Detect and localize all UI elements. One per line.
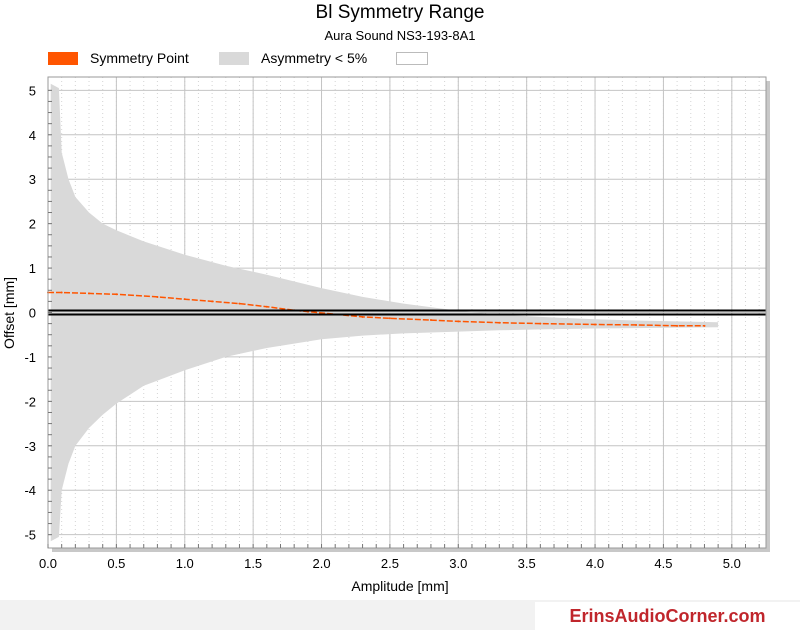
x-tick-labels: 0.0 0.5 1.0 1.5 2.0 2.5 3.0 3.5 4.0 4.5 5.0 xyxy=(39,556,741,571)
y-axis-label: Offset [mm] xyxy=(1,277,17,349)
symmetry-point-marker xyxy=(703,324,706,327)
symmetry-point-marker xyxy=(539,322,542,325)
axes-layer xyxy=(47,76,767,549)
y-tick-label: 3 xyxy=(29,172,36,187)
symmetry-point-marker xyxy=(183,298,186,301)
x-tick-label: 1.5 xyxy=(244,556,262,571)
x-tick-label: 4.5 xyxy=(654,556,672,571)
legend-swatch-extra xyxy=(396,51,428,65)
x-tick-label: 0.0 xyxy=(39,556,57,571)
x-tick-label: 2.5 xyxy=(381,556,399,571)
chart-svg: 0.0 0.5 1.0 1.5 2.0 2.5 3.0 3.5 4.0 4.5 5.0 5 4 3 2 1 0… xyxy=(1,76,770,594)
symmetry-point-marker xyxy=(361,315,364,318)
symmetry-point-marker xyxy=(156,295,159,298)
chart-subtitle: Aura Sound NS3-193-8A1 xyxy=(324,28,476,43)
y-tick-label: 2 xyxy=(29,217,36,232)
symmetry-point-marker xyxy=(635,323,638,326)
asymmetry-band-layer xyxy=(50,83,719,542)
x-tick-label: 1.0 xyxy=(176,556,194,571)
symmetry-point-marker xyxy=(457,320,460,323)
symmetry-point-marker xyxy=(88,292,91,295)
symmetry-point-marker xyxy=(594,323,597,326)
symmetry-point-marker xyxy=(60,291,63,294)
y-tick-label: -2 xyxy=(24,394,36,409)
y-tick-label: 4 xyxy=(29,128,36,143)
legend-label-symmetry-point: Symmetry Point xyxy=(90,50,189,66)
y-tick-label: -4 xyxy=(24,483,36,498)
x-tick-label: 5.0 xyxy=(723,556,741,571)
legend-item-asymmetry: Asymmetry < 5% xyxy=(219,50,367,66)
x-tick-label: 0.5 xyxy=(107,556,125,571)
symmetry-point-layer xyxy=(47,291,706,327)
y-tick-label: 0 xyxy=(29,306,36,321)
symmetry-point-marker xyxy=(265,305,268,308)
y-tick-labels: 5 4 3 2 1 0 -1 -2 -3 -4 -5 xyxy=(24,83,36,542)
legend-label-asymmetry: Asymmetry < 5% xyxy=(261,50,368,66)
legend-item-symmetry-point: Symmetry Point xyxy=(48,50,189,66)
symmetry-point-marker xyxy=(115,293,118,296)
symmetry-point-marker xyxy=(211,300,214,303)
brand-watermark: ErinsAudioCorner.com xyxy=(535,602,800,630)
symmetry-point-marker xyxy=(498,321,501,324)
legend-item-extra xyxy=(396,50,440,66)
symmetry-point-marker xyxy=(429,319,432,322)
y-tick-label: -3 xyxy=(24,439,36,454)
symmetry-point-marker xyxy=(388,317,391,320)
y-tick-label: 5 xyxy=(29,83,36,98)
legend-swatch-asymmetry xyxy=(219,51,249,65)
x-tick-label: 3.5 xyxy=(518,556,536,571)
legend-swatch-symmetry-point xyxy=(48,51,78,65)
y-tick-label: -5 xyxy=(24,528,36,543)
asymmetry-band xyxy=(50,83,719,542)
x-axis-label: Amplitude [mm] xyxy=(351,578,448,594)
x-tick-label: 2.0 xyxy=(312,556,330,571)
x-tick-label: 3.0 xyxy=(449,556,467,571)
symmetry-point-marker xyxy=(676,324,679,327)
y-tick-label: -1 xyxy=(24,350,36,365)
chart-title: Bl Symmetry Range xyxy=(315,2,485,23)
x-tick-label: 4.0 xyxy=(586,556,604,571)
y-tick-label: 1 xyxy=(29,261,36,276)
symmetry-point-marker xyxy=(238,302,241,305)
